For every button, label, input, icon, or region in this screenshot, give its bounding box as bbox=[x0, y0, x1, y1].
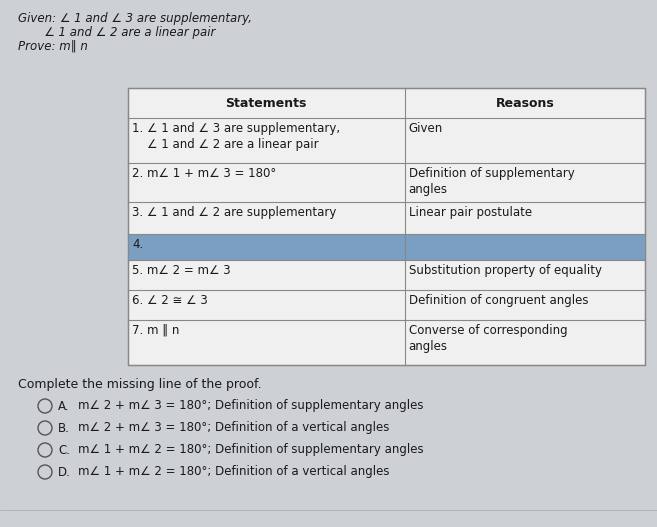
Text: B.: B. bbox=[58, 422, 70, 434]
Text: m∠ 1 + m∠ 2 = 180°; Definition of a vertical angles: m∠ 1 + m∠ 2 = 180°; Definition of a vert… bbox=[78, 465, 390, 479]
Text: 6. ∠ 2 ≅ ∠ 3: 6. ∠ 2 ≅ ∠ 3 bbox=[132, 294, 208, 307]
Text: A.: A. bbox=[58, 399, 70, 413]
Text: Statements: Statements bbox=[225, 96, 307, 110]
Text: m∠ 1 + m∠ 2 = 180°; Definition of supplementary angles: m∠ 1 + m∠ 2 = 180°; Definition of supple… bbox=[78, 444, 424, 456]
Text: Complete the missing line of the proof.: Complete the missing line of the proof. bbox=[18, 378, 261, 391]
Text: Given: ∠ 1 and ∠ 3 are supplementary,: Given: ∠ 1 and ∠ 3 are supplementary, bbox=[18, 12, 252, 25]
Text: m∠ 2 + m∠ 3 = 180°; Definition of a vertical angles: m∠ 2 + m∠ 3 = 180°; Definition of a vert… bbox=[78, 422, 390, 434]
Text: 5. m∠ 2 = m∠ 3: 5. m∠ 2 = m∠ 3 bbox=[132, 264, 231, 277]
Bar bbox=[128, 234, 645, 260]
Bar bbox=[128, 88, 645, 365]
Text: 4.: 4. bbox=[132, 238, 143, 251]
Text: 3. ∠ 1 and ∠ 2 are supplementary: 3. ∠ 1 and ∠ 2 are supplementary bbox=[132, 206, 336, 219]
Text: Substitution property of equality: Substitution property of equality bbox=[409, 264, 602, 277]
Text: 1. ∠ 1 and ∠ 3 are supplementary,
    ∠ 1 and ∠ 2 are a linear pair: 1. ∠ 1 and ∠ 3 are supplementary, ∠ 1 an… bbox=[132, 122, 340, 151]
Text: Converse of corresponding
angles: Converse of corresponding angles bbox=[409, 324, 567, 353]
Text: ∠ 1 and ∠ 2 are a linear pair: ∠ 1 and ∠ 2 are a linear pair bbox=[18, 26, 215, 39]
Text: Given: Given bbox=[409, 122, 443, 135]
Text: 2. m∠ 1 + m∠ 3 = 180°: 2. m∠ 1 + m∠ 3 = 180° bbox=[132, 167, 276, 180]
Text: m∠ 2 + m∠ 3 = 180°; Definition of supplementary angles: m∠ 2 + m∠ 3 = 180°; Definition of supple… bbox=[78, 399, 424, 413]
Text: Definition of congruent angles: Definition of congruent angles bbox=[409, 294, 588, 307]
Text: Prove: m‖ n: Prove: m‖ n bbox=[18, 40, 88, 53]
Text: C.: C. bbox=[58, 444, 70, 456]
Text: 7. m ‖ n: 7. m ‖ n bbox=[132, 324, 179, 337]
Text: Reasons: Reasons bbox=[495, 96, 554, 110]
Text: Linear pair postulate: Linear pair postulate bbox=[409, 206, 532, 219]
Text: D.: D. bbox=[58, 465, 71, 479]
Text: Definition of supplementary
angles: Definition of supplementary angles bbox=[409, 167, 574, 196]
